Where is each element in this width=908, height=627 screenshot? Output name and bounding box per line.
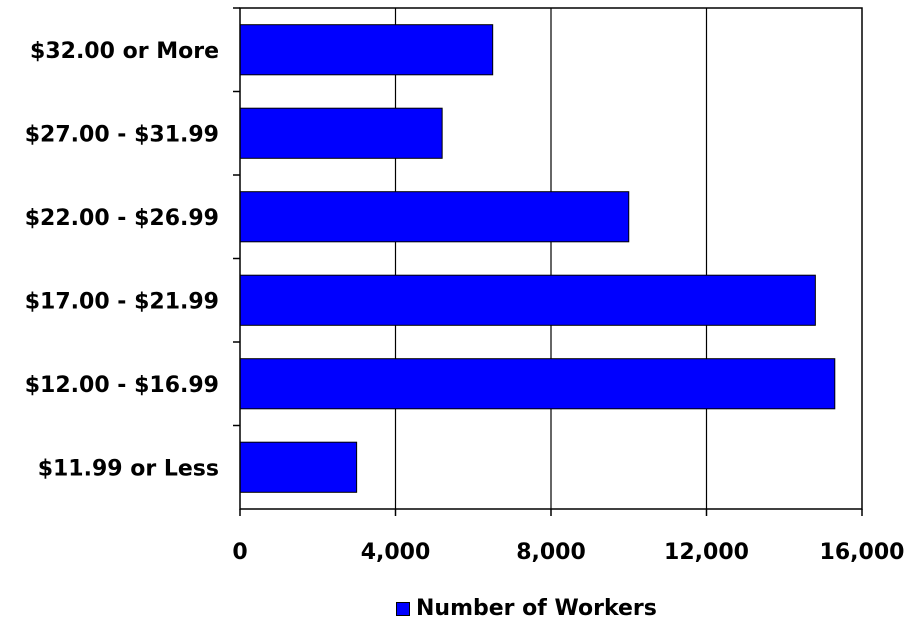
bar	[239, 274, 816, 326]
legend-swatch	[396, 601, 410, 616]
x-tick-label: 16,000	[820, 540, 905, 565]
gridlines	[394, 8, 708, 509]
y-category-label: $12.00 - $16.99	[25, 373, 219, 398]
bar	[239, 191, 630, 243]
y-category-label: $17.00 - $21.99	[25, 289, 219, 314]
y-category-label: $11.99 or Less	[38, 456, 219, 481]
y-category-label: $22.00 - $26.99	[25, 206, 219, 231]
bars	[239, 24, 836, 493]
x-tick-label: 4,000	[361, 540, 431, 565]
y-axis-labels: $32.00 or More $27.00 - $31.99 $22.00 - $2…	[25, 7, 240, 481]
x-axis-ticks: 0 4,000 8,000 12,000 16,000	[232, 509, 904, 565]
legend: Number of Workers	[396, 596, 657, 621]
bar	[239, 358, 836, 410]
legend-label: Number of Workers	[416, 596, 657, 621]
x-tick-label: 12,000	[664, 540, 749, 565]
y-category-label: $32.00 or More	[30, 39, 219, 64]
bar	[239, 107, 443, 159]
y-category-label: $27.00 - $31.99	[25, 122, 219, 147]
bar	[239, 441, 358, 493]
bar	[239, 24, 494, 76]
x-tick-label: 8,000	[516, 540, 586, 565]
x-tick-label: 0	[232, 540, 247, 565]
